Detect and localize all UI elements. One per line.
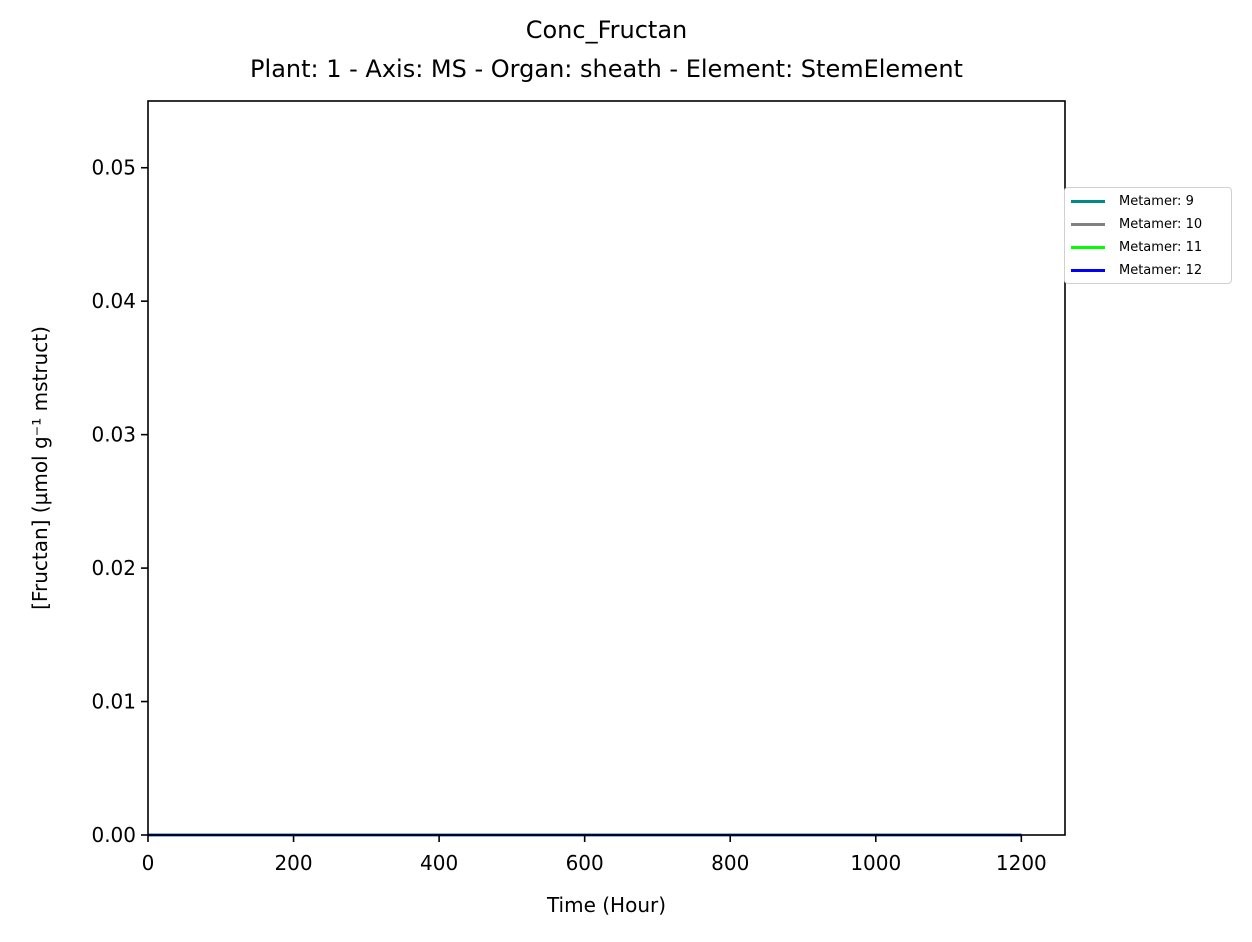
legend-label: Metamer: 11: [1119, 239, 1203, 255]
y-axis-ticks: 0.00 0.01 0.02 0.03 0.04 0.05: [91, 156, 148, 847]
x-tick-label: 800: [711, 851, 749, 875]
legend-item: Metamer: 11: [1071, 238, 1202, 256]
y-tick-label: 0.01: [91, 690, 136, 714]
x-tick-label: 1000: [850, 851, 901, 875]
x-axis-ticks: 0 200 400 600 800 1000 1200: [142, 835, 1047, 875]
legend-label: Metamer: 9: [1119, 193, 1194, 209]
legend-label: Metamer: 10: [1119, 216, 1203, 232]
y-tick-label: 0.05: [91, 156, 136, 180]
x-tick-label: 200: [274, 851, 312, 875]
y-tick-label: 0.02: [91, 556, 136, 580]
y-tick-label: 0.00: [91, 823, 136, 847]
y-axis-label: [Fructan] (µmol g⁻¹ mstruct): [28, 326, 52, 610]
legend-item: Metamer: 10: [1071, 215, 1202, 233]
y-tick-label: 0.03: [91, 423, 136, 447]
x-tick-label: 400: [420, 851, 458, 875]
legend-swatch: [1071, 199, 1105, 203]
y-tick-label: 0.04: [91, 289, 136, 313]
x-tick-label: 1200: [996, 851, 1047, 875]
legend-item: Metamer: 12: [1071, 261, 1202, 279]
x-tick-label: 0: [142, 851, 155, 875]
legend-swatch: [1071, 245, 1105, 249]
chart-subtitle: Plant: 1 - Axis: MS - Organ: sheath - El…: [250, 55, 963, 83]
x-axis-label: Time (Hour): [546, 893, 667, 917]
chart-title: Conc_Fructan: [525, 16, 688, 44]
legend-label: Metamer: 12: [1119, 262, 1203, 278]
x-tick-label: 600: [566, 851, 604, 875]
legend-swatch: [1071, 268, 1105, 272]
chart-legend: Metamer: 9 Metamer: 10 Metamer: 11 Metamer:…: [1064, 187, 1232, 284]
legend-item: Metamer: 9: [1071, 192, 1194, 210]
plot-area-frame: [147, 100, 1066, 836]
legend-swatch: [1071, 222, 1105, 226]
